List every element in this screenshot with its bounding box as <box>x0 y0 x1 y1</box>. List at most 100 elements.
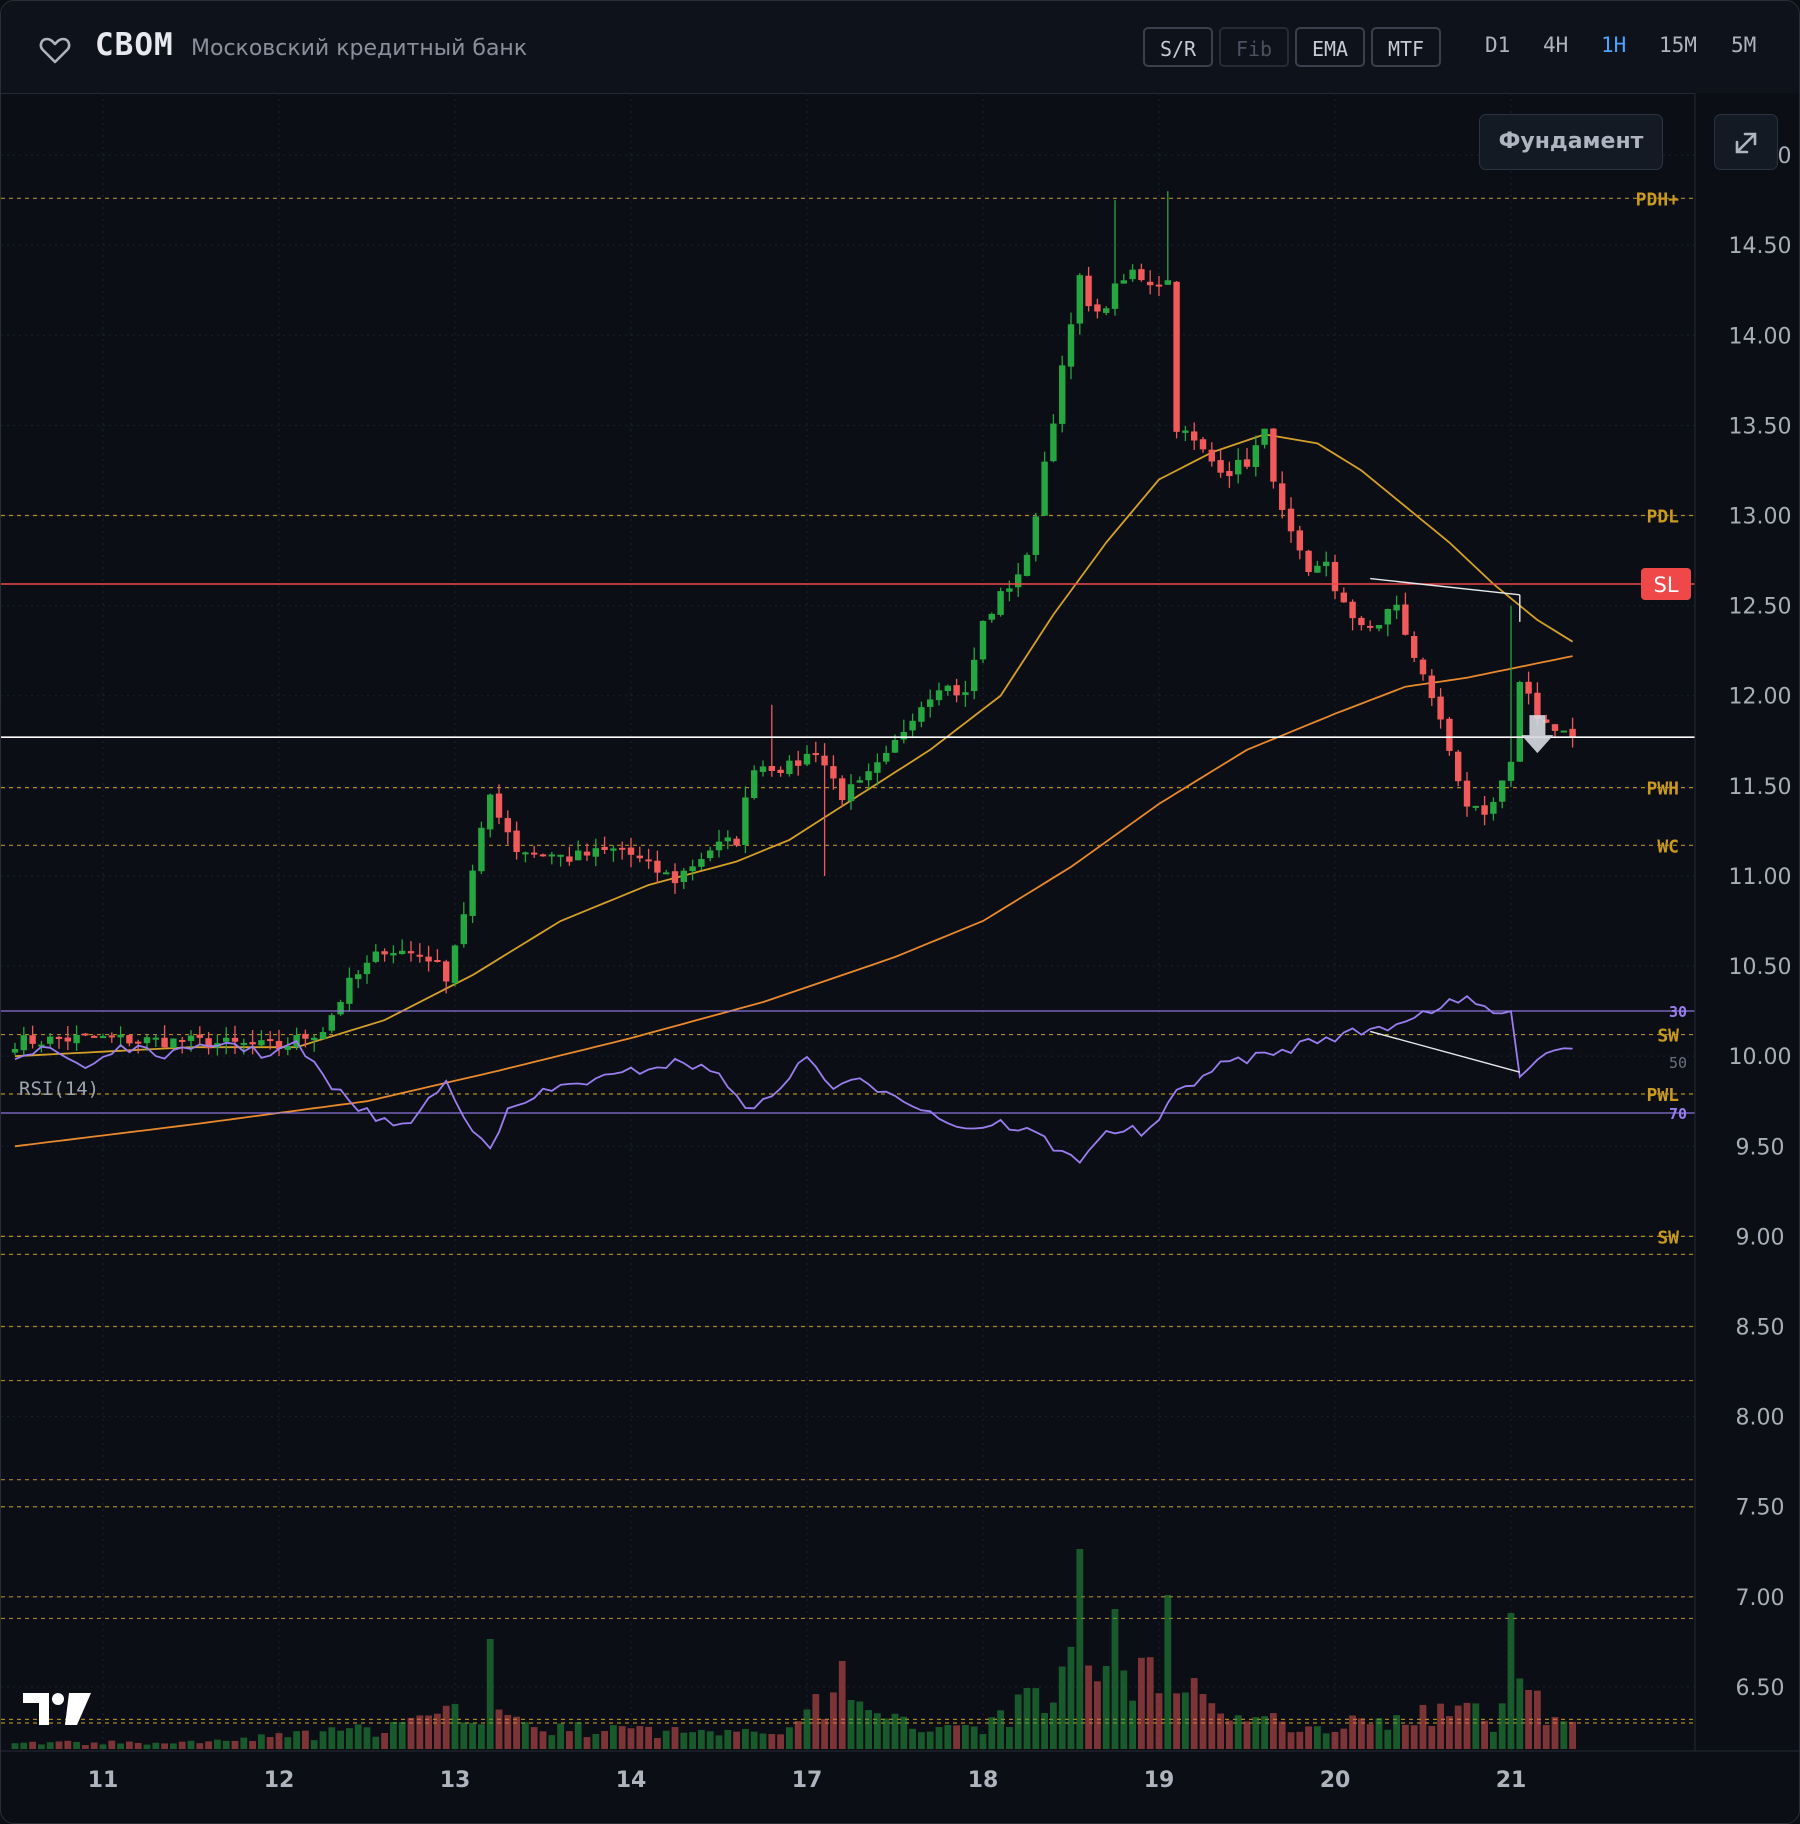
chart-header: CBOM Московский кредитный банк S/R Fib E… <box>1 1 1799 94</box>
candle-body <box>1006 588 1013 592</box>
rsi-group: 70 50 30 RSI(14) <box>1 995 1695 1165</box>
price-tick-label: 11.50 <box>1729 775 1792 800</box>
volume-bar <box>1340 1728 1348 1749</box>
tradingview-logo <box>23 1693 91 1725</box>
volume-bar <box>99 1744 107 1749</box>
candle-body <box>1437 696 1444 720</box>
candle-body <box>891 740 899 753</box>
volume-bar <box>196 1743 204 1749</box>
volume-bar <box>82 1745 89 1749</box>
candle-body <box>539 854 547 857</box>
volume-bar <box>539 1731 547 1749</box>
candle <box>1094 298 1101 319</box>
timeframe-4h[interactable]: 4H <box>1543 33 1569 57</box>
candle <box>812 741 819 763</box>
candle-body <box>135 1041 142 1044</box>
level-label: PDL <box>1646 507 1679 528</box>
candle-body <box>425 956 432 962</box>
candle <box>1314 560 1321 573</box>
volume-bar <box>1481 1720 1488 1749</box>
candle <box>363 955 371 984</box>
volume-bar <box>478 1724 485 1749</box>
candle <box>1199 436 1207 453</box>
candle <box>1507 605 1515 788</box>
candle-body <box>1217 460 1224 473</box>
price-tick-label: 14.50 <box>1729 234 1792 259</box>
candle <box>1059 355 1066 433</box>
candle <box>20 1026 27 1057</box>
candle <box>390 945 397 964</box>
candle <box>1419 657 1427 681</box>
candle <box>1164 191 1171 285</box>
candle <box>311 1033 318 1052</box>
candle <box>1367 620 1374 632</box>
volume-bar <box>689 1732 696 1749</box>
candle <box>1120 273 1127 284</box>
candle-body <box>1534 692 1541 720</box>
candle-body <box>372 951 379 962</box>
volume-bar <box>1322 1733 1330 1749</box>
volume-bar <box>513 1716 520 1749</box>
rsi-title: RSI(14) <box>19 1078 99 1100</box>
candle-body <box>1208 449 1215 462</box>
volume-bar <box>777 1734 784 1749</box>
candle <box>1023 552 1031 577</box>
volume-bar <box>1490 1731 1497 1749</box>
candle <box>495 784 503 825</box>
volume-bar <box>1498 1703 1506 1749</box>
timeframe-1h[interactable]: 1H <box>1601 33 1627 57</box>
candle-body <box>302 1033 309 1039</box>
volume-bar <box>434 1713 441 1749</box>
volume-bar <box>231 1740 239 1749</box>
candle-body <box>1411 635 1418 658</box>
candle-body <box>240 1042 247 1045</box>
timeframe-5m[interactable]: 5M <box>1731 33 1757 57</box>
fib-toggle-button[interactable]: Fib <box>1219 27 1289 67</box>
candle-body <box>434 960 441 963</box>
volume-bar <box>715 1735 723 1749</box>
candle <box>1375 624 1383 632</box>
candle <box>689 859 696 881</box>
candle <box>1085 266 1092 312</box>
sr-toggle-button[interactable]: S/R <box>1143 27 1213 67</box>
candle-body <box>29 1035 36 1044</box>
candle-body <box>619 847 626 850</box>
timeframe-15m[interactable]: 15M <box>1659 33 1697 57</box>
mtf-toggle-button[interactable]: MTF <box>1371 27 1441 67</box>
heart-icon[interactable] <box>39 35 71 65</box>
candle <box>434 949 441 963</box>
rsi-upper-label: 70 <box>1669 1105 1687 1123</box>
candle <box>1076 273 1083 335</box>
candle-body <box>258 1040 265 1046</box>
candle-body <box>1226 470 1233 477</box>
volume-bar <box>1428 1725 1436 1749</box>
candle-body <box>1182 430 1189 433</box>
candle-body <box>865 771 872 781</box>
volume-bar <box>1516 1678 1524 1749</box>
volume-bar <box>1410 1725 1418 1749</box>
volume-bar <box>733 1731 740 1749</box>
fundamentals-button[interactable]: Фундамент <box>1479 114 1663 170</box>
candle-body <box>231 1037 239 1042</box>
candle <box>1208 442 1215 467</box>
volume-bar <box>1270 1713 1277 1749</box>
candle <box>451 944 459 987</box>
candle <box>1147 270 1154 295</box>
ema-toggle-button[interactable]: EMA <box>1295 27 1365 67</box>
volume-bar <box>1199 1694 1207 1749</box>
timeframe-d1[interactable]: D1 <box>1485 33 1511 57</box>
candle-body <box>170 1038 177 1048</box>
volume-bar <box>328 1727 336 1749</box>
candle-body <box>1481 805 1488 815</box>
volume-bar <box>1164 1595 1172 1749</box>
candle <box>1349 599 1356 631</box>
candle-body <box>883 752 890 762</box>
candle-body <box>328 1015 335 1031</box>
candle <box>1182 425 1189 442</box>
volume-bar <box>1014 1694 1022 1749</box>
candle-body <box>1543 719 1550 723</box>
volume-bar <box>55 1741 63 1749</box>
volume-bar <box>821 1718 828 1749</box>
expand-button[interactable] <box>1714 114 1778 170</box>
